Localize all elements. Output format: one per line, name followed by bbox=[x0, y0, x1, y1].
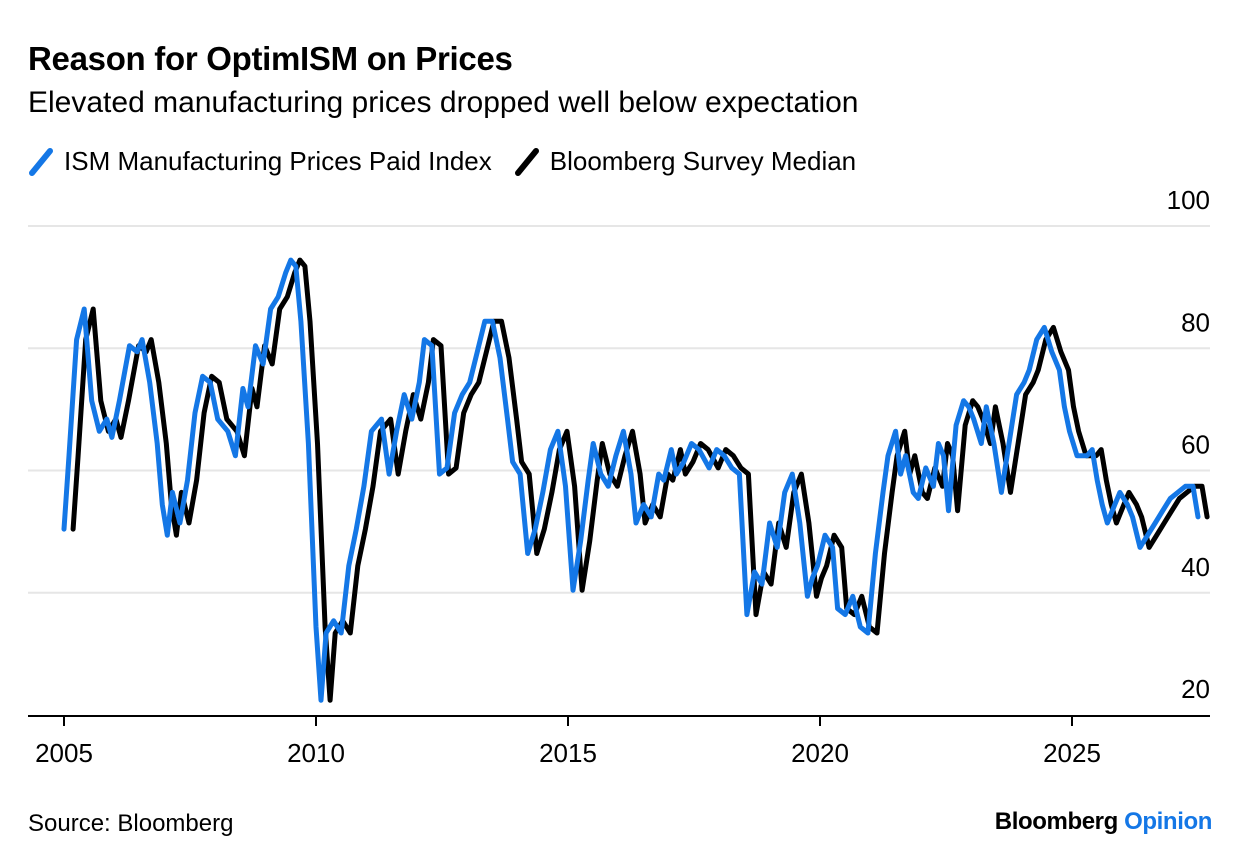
source-note: Source: Bloomberg bbox=[28, 810, 234, 837]
y-tick-label: 20 bbox=[1181, 674, 1210, 704]
line-chart: 20 40 60 80 100 2005 2010 2015 2020 2025 bbox=[28, 185, 1210, 768]
chart-subtitle: Elevated manufacturing prices dropped we… bbox=[28, 86, 859, 119]
y-tick-label: 80 bbox=[1181, 307, 1210, 337]
series-line-bloomberg-survey-median bbox=[70, 257, 1210, 703]
legend-item-survey: Bloomberg Survey Median bbox=[514, 146, 856, 177]
x-tick-label: 2025 bbox=[1043, 738, 1101, 768]
y-tick-label: 60 bbox=[1181, 430, 1210, 460]
series-line-ism-prices-paid bbox=[61, 257, 1201, 703]
x-tick-label: 2010 bbox=[287, 738, 345, 768]
legend-swatch-survey bbox=[514, 147, 539, 176]
x-tick-label: 2020 bbox=[791, 738, 849, 768]
x-tick-label: 2005 bbox=[35, 738, 93, 768]
legend-swatch-ism bbox=[29, 147, 53, 176]
brand-suffix: Opinion bbox=[1124, 808, 1212, 835]
x-tick-label: 2015 bbox=[539, 738, 597, 768]
legend-item-ism: ISM Manufacturing Prices Paid Index bbox=[28, 146, 492, 177]
chart-title: Reason for OptimISM on Prices bbox=[28, 40, 513, 77]
legend-label-survey: Bloomberg Survey Median bbox=[549, 146, 857, 176]
legend-label-ism: ISM Manufacturing Prices Paid Index bbox=[64, 146, 492, 176]
brand-logo: Bloomberg Opinion bbox=[994, 808, 1213, 836]
brand-name: Bloomberg bbox=[994, 808, 1118, 835]
y-tick-label: 100 bbox=[1167, 185, 1210, 215]
y-tick-label: 40 bbox=[1181, 552, 1210, 582]
legend: ISM Manufacturing Prices Paid Index Bloo… bbox=[28, 146, 878, 177]
